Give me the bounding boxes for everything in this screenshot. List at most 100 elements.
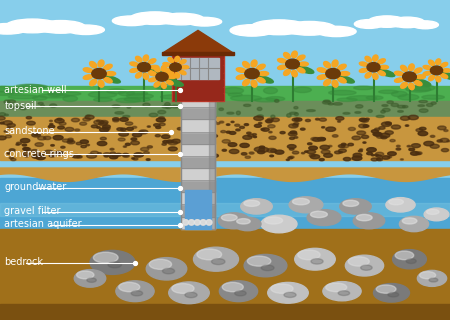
Ellipse shape <box>390 140 395 142</box>
Ellipse shape <box>38 102 43 104</box>
Ellipse shape <box>212 135 217 137</box>
Ellipse shape <box>68 138 73 140</box>
Ellipse shape <box>87 154 97 158</box>
Ellipse shape <box>424 208 449 221</box>
Ellipse shape <box>373 73 378 79</box>
Ellipse shape <box>292 118 299 121</box>
Ellipse shape <box>313 138 321 141</box>
Ellipse shape <box>410 152 419 155</box>
Ellipse shape <box>194 247 238 271</box>
Ellipse shape <box>257 64 265 70</box>
Ellipse shape <box>264 87 278 94</box>
Ellipse shape <box>284 292 296 298</box>
Ellipse shape <box>49 125 55 128</box>
Ellipse shape <box>177 128 183 130</box>
Ellipse shape <box>239 126 244 128</box>
Ellipse shape <box>442 68 450 72</box>
Ellipse shape <box>377 135 383 138</box>
Ellipse shape <box>252 133 256 135</box>
Ellipse shape <box>201 127 204 129</box>
Ellipse shape <box>146 258 187 280</box>
Ellipse shape <box>9 157 14 159</box>
Bar <box>207 66 217 72</box>
Ellipse shape <box>423 71 431 75</box>
Ellipse shape <box>380 65 388 69</box>
Bar <box>195 94 205 100</box>
Ellipse shape <box>222 140 230 143</box>
Ellipse shape <box>34 133 39 135</box>
Ellipse shape <box>135 72 142 78</box>
Ellipse shape <box>168 72 174 77</box>
Ellipse shape <box>409 83 414 90</box>
Ellipse shape <box>98 153 101 154</box>
Ellipse shape <box>278 59 287 63</box>
Ellipse shape <box>429 278 438 282</box>
Ellipse shape <box>226 124 230 125</box>
Ellipse shape <box>343 200 359 206</box>
Ellipse shape <box>297 55 305 60</box>
Ellipse shape <box>244 254 287 277</box>
Ellipse shape <box>224 88 243 94</box>
Ellipse shape <box>103 153 111 156</box>
Ellipse shape <box>382 108 390 112</box>
Bar <box>173 73 177 79</box>
Ellipse shape <box>363 142 366 143</box>
Ellipse shape <box>183 136 189 138</box>
Bar <box>195 66 205 72</box>
Ellipse shape <box>343 157 351 161</box>
Ellipse shape <box>50 104 57 108</box>
Bar <box>173 59 177 65</box>
Ellipse shape <box>57 152 63 154</box>
Ellipse shape <box>319 158 324 161</box>
Ellipse shape <box>406 259 416 264</box>
Ellipse shape <box>368 110 372 112</box>
Ellipse shape <box>310 155 320 159</box>
Ellipse shape <box>402 106 408 108</box>
Ellipse shape <box>85 115 94 119</box>
Ellipse shape <box>131 138 137 140</box>
Ellipse shape <box>99 128 109 132</box>
Ellipse shape <box>23 148 29 150</box>
Ellipse shape <box>266 97 285 101</box>
Circle shape <box>156 72 168 81</box>
Ellipse shape <box>317 68 327 72</box>
Ellipse shape <box>376 115 384 117</box>
Ellipse shape <box>400 116 410 120</box>
Ellipse shape <box>340 72 350 76</box>
Ellipse shape <box>359 150 362 152</box>
Ellipse shape <box>248 256 271 266</box>
Ellipse shape <box>110 155 118 159</box>
Ellipse shape <box>326 127 336 132</box>
Ellipse shape <box>317 26 356 36</box>
Bar <box>201 59 211 65</box>
Ellipse shape <box>240 143 249 148</box>
Ellipse shape <box>419 272 436 279</box>
Ellipse shape <box>86 144 90 146</box>
Ellipse shape <box>7 127 10 129</box>
Ellipse shape <box>194 220 200 225</box>
Ellipse shape <box>341 144 349 148</box>
Ellipse shape <box>189 220 194 225</box>
Ellipse shape <box>146 159 150 160</box>
Bar <box>181 217 215 229</box>
Ellipse shape <box>382 122 392 126</box>
Ellipse shape <box>148 59 156 64</box>
Circle shape <box>430 66 443 75</box>
Ellipse shape <box>305 151 308 152</box>
Ellipse shape <box>230 132 236 134</box>
Ellipse shape <box>99 120 108 124</box>
Ellipse shape <box>400 216 428 232</box>
Ellipse shape <box>209 133 213 135</box>
Ellipse shape <box>61 146 65 148</box>
Ellipse shape <box>206 220 212 225</box>
Ellipse shape <box>166 105 172 108</box>
Ellipse shape <box>99 122 108 126</box>
Ellipse shape <box>118 138 125 141</box>
Ellipse shape <box>297 68 305 73</box>
Ellipse shape <box>186 111 192 115</box>
Ellipse shape <box>251 80 257 87</box>
Ellipse shape <box>320 145 329 149</box>
Ellipse shape <box>4 131 8 132</box>
Ellipse shape <box>284 69 290 76</box>
Ellipse shape <box>202 152 209 155</box>
